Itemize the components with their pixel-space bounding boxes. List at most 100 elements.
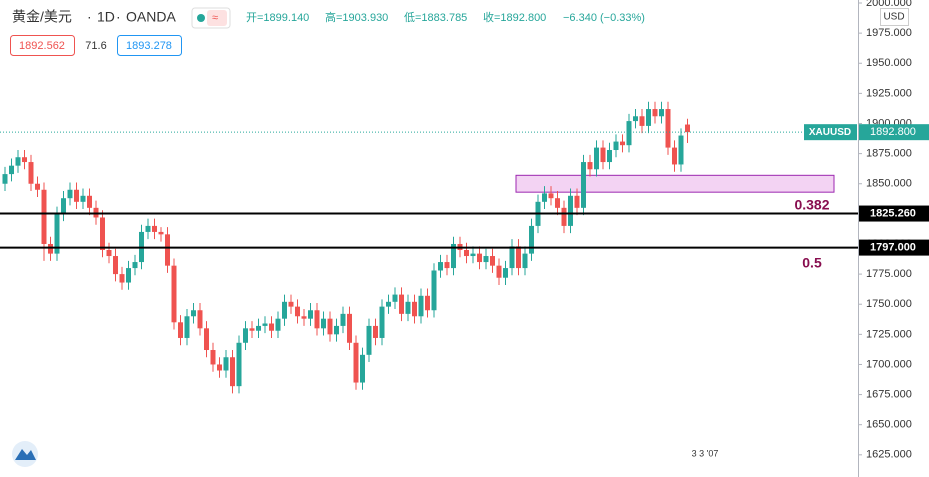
candle-body (620, 141, 625, 146)
y-tick-label: 1850.000 (866, 178, 912, 190)
y-tick-label: 1700.000 (866, 358, 912, 370)
candle-body (477, 253, 482, 263)
candle-body (178, 322, 183, 338)
candle-body (659, 109, 664, 117)
candle-body (295, 306, 300, 317)
ohlc-low: 低=1883.785 (404, 11, 467, 24)
zone (515, 174, 835, 193)
candle-body (347, 313, 352, 343)
candle-body (626, 121, 632, 146)
candle-body (223, 357, 229, 371)
candle-body (451, 243, 456, 269)
candle-body (600, 147, 606, 163)
sell-price[interactable]: 1892.562 (19, 40, 65, 52)
candle-body (327, 318, 333, 335)
candle-body (548, 193, 554, 199)
candle-body (399, 294, 404, 314)
candle-body (555, 198, 560, 208)
ohlc-close: 收=1892.800 (483, 10, 546, 24)
candle-body (15, 157, 21, 166)
candle-body (574, 195, 580, 208)
candle-body (503, 268, 508, 278)
candle-body (340, 313, 346, 326)
candle-body (243, 328, 248, 343)
status-dot (197, 14, 205, 22)
candle-body (639, 116, 645, 126)
level-tag (859, 205, 929, 222)
level-label: 1825.260 (870, 207, 916, 219)
candle-body (204, 328, 209, 351)
separator: · (116, 9, 121, 25)
candle-body (35, 183, 40, 190)
candle-body (126, 268, 131, 283)
candle-body (672, 147, 677, 165)
y-tick-label: 1975.000 (866, 27, 912, 39)
candle-body (314, 310, 320, 329)
symbol: 黄金/美元 (12, 9, 72, 25)
candle-body (490, 256, 495, 266)
candle-body (67, 189, 73, 199)
y-tick-label: 2000.000 (866, 0, 912, 9)
candle-body (431, 270, 437, 311)
candle-body (28, 162, 34, 184)
candle-body (516, 246, 521, 269)
candle-body (379, 306, 385, 338)
candle-body (152, 225, 157, 232)
candle-body (106, 250, 112, 257)
candle-body (48, 243, 53, 254)
candle-body (132, 262, 138, 269)
candle-body (269, 323, 274, 331)
candle-body (61, 198, 66, 214)
candle-body (282, 301, 287, 319)
candle-body (145, 225, 151, 232)
y-tick-label: 1950.000 (866, 57, 912, 69)
candle-body (685, 124, 690, 133)
price-tag (859, 124, 929, 141)
candle-body (373, 325, 378, 338)
candle-body (74, 189, 79, 202)
currency-box[interactable] (880, 8, 909, 26)
candle-body (165, 234, 170, 266)
candle-body (581, 162, 586, 208)
y-tick-label: 1775.000 (866, 268, 912, 280)
candle-body (54, 213, 60, 254)
candle-body (321, 318, 326, 329)
y-tick-label: 1725.000 (866, 328, 912, 340)
candle-body (509, 246, 515, 269)
candle-body (444, 262, 450, 269)
candle-body (360, 354, 365, 383)
symbol-label: XAUUSD (809, 127, 851, 138)
candle-body (425, 295, 430, 311)
candle-body (288, 301, 294, 307)
price-label: 1892.800 (870, 126, 916, 138)
buy-price[interactable]: 1893.278 (126, 40, 172, 52)
candle-body (171, 265, 177, 323)
candle-body (496, 265, 502, 278)
price-axis-bg (858, 0, 929, 477)
candle-body (87, 195, 92, 208)
spread: 71.6 (85, 40, 106, 52)
buy-button[interactable] (117, 35, 182, 56)
candle-body (2, 174, 8, 184)
candle-body (418, 295, 424, 317)
candle-body (470, 253, 476, 257)
interval: 1D (97, 9, 115, 25)
candle-body (100, 217, 105, 251)
candle-body (210, 350, 216, 365)
level-ratio: 0.382 (794, 196, 829, 212)
plot: 0.382 0.5 (0, 101, 858, 394)
ohlc-open: 开=1899.140 (246, 12, 309, 24)
candle-body (22, 157, 27, 163)
separator: · (87, 9, 92, 25)
sell-button[interactable] (10, 35, 75, 56)
logo-mark (15, 449, 36, 460)
candle-body (41, 189, 47, 244)
level-ratio: 0.5 (802, 254, 822, 270)
y-tick-label: 1675.000 (866, 388, 912, 400)
level-tag (859, 239, 929, 256)
y-tick-label: 1875.000 (866, 148, 912, 160)
candle-body (119, 274, 125, 283)
candle-body (405, 301, 411, 314)
y-tick-label: 1625.000 (866, 449, 912, 461)
